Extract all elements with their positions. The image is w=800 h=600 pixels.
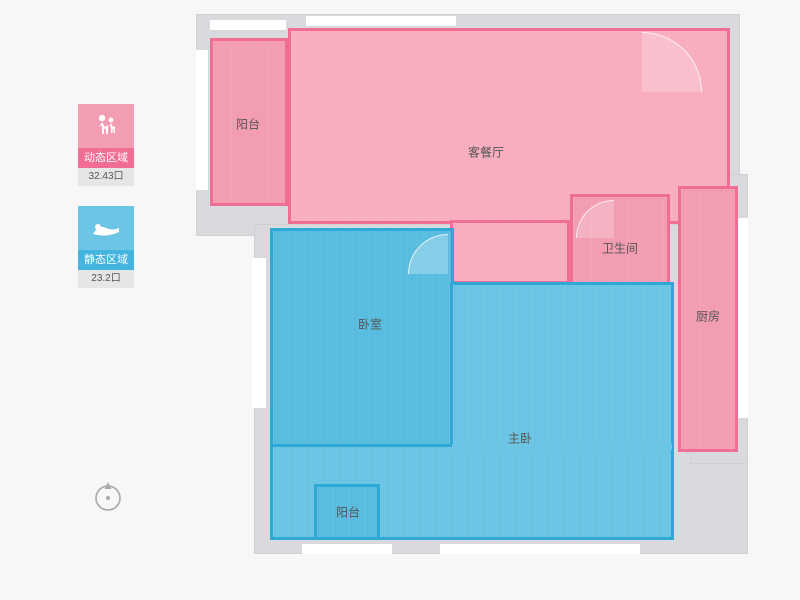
legend-dynamic-label: 动态区域 xyxy=(78,148,134,168)
sleep-icon xyxy=(89,216,123,240)
room-master-bedroom-join xyxy=(452,444,672,450)
legend-static-label: 静态区域 xyxy=(78,250,134,270)
compass-icon xyxy=(90,478,126,514)
wall-gap xyxy=(738,218,748,418)
legend-static: 静态区域 23.2口 xyxy=(78,206,134,288)
room-kitchen xyxy=(678,186,738,452)
legend-static-value: 23.2口 xyxy=(78,270,134,288)
dynamic-zone-icon xyxy=(78,104,134,148)
static-zone-icon xyxy=(78,206,134,250)
room-master-bedroom xyxy=(450,282,674,448)
people-icon xyxy=(91,112,121,140)
wall-gap xyxy=(302,544,392,554)
room-bedroom xyxy=(270,228,454,448)
wall-gap xyxy=(306,16,456,26)
legend-dynamic-value: 32.43口 xyxy=(78,168,134,186)
legend-dynamic: 动态区域 32.43口 xyxy=(78,104,134,186)
room-living-extend xyxy=(450,220,570,284)
wall-gap xyxy=(196,50,208,190)
room-balcony-bottom xyxy=(314,484,380,540)
wall-gap xyxy=(252,258,266,408)
wall-gap xyxy=(440,544,640,554)
floor-plan: 阳台 客餐厅 卫生间 厨房 卧室 主卧 阳台 xyxy=(190,14,750,574)
wall-gap xyxy=(210,20,286,30)
legend-panel: 动态区域 32.43口 静态区域 23.2口 xyxy=(78,104,150,308)
room-balcony-top xyxy=(210,38,288,206)
